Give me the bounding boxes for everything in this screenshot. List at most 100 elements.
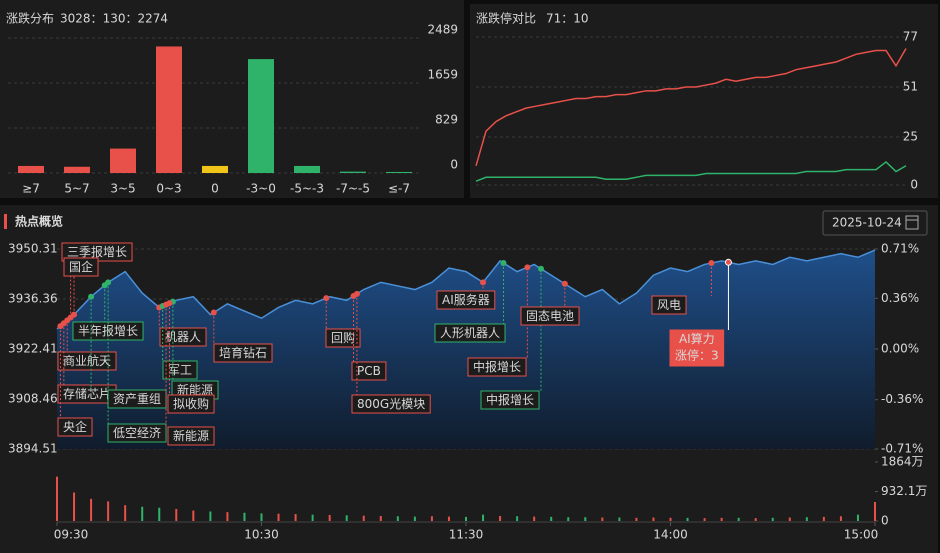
volume-bar xyxy=(550,516,553,521)
volume-bar xyxy=(856,514,859,521)
event: 商业航天 xyxy=(57,317,117,371)
event-label: 存储芯片 xyxy=(63,386,111,401)
event-label: 资产重组 xyxy=(113,392,161,406)
date: 2025-10-24 xyxy=(832,216,902,230)
event: 人形机器人 xyxy=(434,260,507,343)
event-box xyxy=(669,329,725,367)
y-tick-label: 829 xyxy=(435,113,458,127)
volume-bar xyxy=(158,507,161,521)
event-box xyxy=(63,257,99,277)
volume-tick-label: 1864万 xyxy=(881,455,924,469)
event: 800G光模块 xyxy=(351,290,431,414)
event-dot xyxy=(105,279,112,286)
x-tick-label: 3~5 xyxy=(110,182,135,196)
event-box xyxy=(434,323,506,343)
event: 培育钻石 xyxy=(210,309,273,363)
y-tick-label: 3894.51 xyxy=(8,442,58,456)
volume-bar xyxy=(277,513,280,521)
chart-title: 涨跌停对比 xyxy=(476,11,536,26)
volume-bar xyxy=(686,517,689,521)
y-tick-label: 3908.46 xyxy=(8,392,58,406)
volume-bar xyxy=(822,516,825,521)
event-box xyxy=(351,361,387,381)
x-tick-label: 0 xyxy=(211,182,219,196)
event-box xyxy=(167,426,215,446)
event: 拟收购 xyxy=(166,300,215,414)
event: 新能源 xyxy=(163,301,215,446)
count: 130 xyxy=(103,12,126,26)
event-label: 国企 xyxy=(69,259,93,274)
bar xyxy=(110,148,136,173)
event: 三季报增长 xyxy=(61,242,133,321)
bar xyxy=(294,165,320,173)
x-tick-label: -7~-5 xyxy=(336,182,370,196)
y-tick-label: 3922.41 xyxy=(8,342,58,356)
event-box xyxy=(480,390,540,410)
series-line xyxy=(475,160,907,182)
volume-bar xyxy=(107,501,110,521)
event-label: 风电 xyxy=(657,298,681,312)
volume-bar xyxy=(362,515,365,521)
count: 71 xyxy=(546,12,561,26)
event-label: 新能源 xyxy=(177,382,213,397)
event-dot xyxy=(210,309,217,316)
count: 10 xyxy=(573,12,588,26)
volume-bar xyxy=(669,517,672,521)
event-label: 商业航天 xyxy=(63,353,111,368)
bar xyxy=(340,171,366,173)
event-box xyxy=(467,357,527,377)
x-tick-label: 5~7 xyxy=(64,182,89,196)
x-tick-label: 0~3 xyxy=(156,182,181,196)
volume-bar xyxy=(209,511,212,521)
y-tick-label: 77 xyxy=(903,30,918,44)
count: 2274 xyxy=(137,12,168,26)
bar xyxy=(156,46,182,174)
event-dot xyxy=(500,260,507,267)
event: 央企 xyxy=(57,323,93,437)
volume-bar xyxy=(447,516,450,521)
event-label: 中报增长 xyxy=(486,392,534,407)
date-picker[interactable] xyxy=(822,210,928,236)
chart-title: 涨跌分布 xyxy=(6,11,54,26)
event-label: 800G光模块 xyxy=(357,397,425,411)
panel xyxy=(0,0,464,198)
event-box xyxy=(351,394,431,414)
x-tick-label: -5~-3 xyxy=(290,182,324,196)
volume-bar xyxy=(567,517,570,521)
volume-bar xyxy=(584,517,587,521)
bar xyxy=(64,166,90,173)
event: 机器人 xyxy=(156,304,207,347)
volume-bar xyxy=(413,516,416,521)
title-marker xyxy=(4,214,7,229)
event-dot xyxy=(163,301,170,308)
event: 风电 xyxy=(651,260,715,315)
bar xyxy=(18,165,44,173)
x-tick-label: ≥7 xyxy=(22,182,40,196)
volume-bar xyxy=(601,517,604,521)
volume-bar xyxy=(652,517,655,521)
volume-bar xyxy=(737,517,740,521)
y2-tick-label: -0.36% xyxy=(881,392,923,406)
count: 3028 xyxy=(60,12,91,26)
volume-bar xyxy=(703,518,706,521)
event-label: 机器人 xyxy=(165,330,201,344)
event-label: AI算力 xyxy=(679,331,715,346)
volume-bar xyxy=(482,514,485,521)
event: 固态电池 xyxy=(520,280,580,326)
volume-bar xyxy=(618,517,621,521)
event-dot xyxy=(71,311,78,318)
separator: ： xyxy=(91,12,103,26)
event: AI服务器 xyxy=(436,279,496,310)
event: PCB xyxy=(350,292,387,381)
event: 中报增长 xyxy=(467,264,531,377)
volume-bar xyxy=(396,516,399,521)
event-label: 低空经济 xyxy=(113,425,161,440)
event-sub: 涨停：3 xyxy=(675,348,719,363)
y2-tick-label: 0.71% xyxy=(881,242,919,256)
event: 存储芯片 xyxy=(57,320,117,404)
event-label: AI服务器 xyxy=(442,292,490,307)
volume-bar xyxy=(516,516,519,521)
y-tick-label: 25 xyxy=(903,129,918,143)
